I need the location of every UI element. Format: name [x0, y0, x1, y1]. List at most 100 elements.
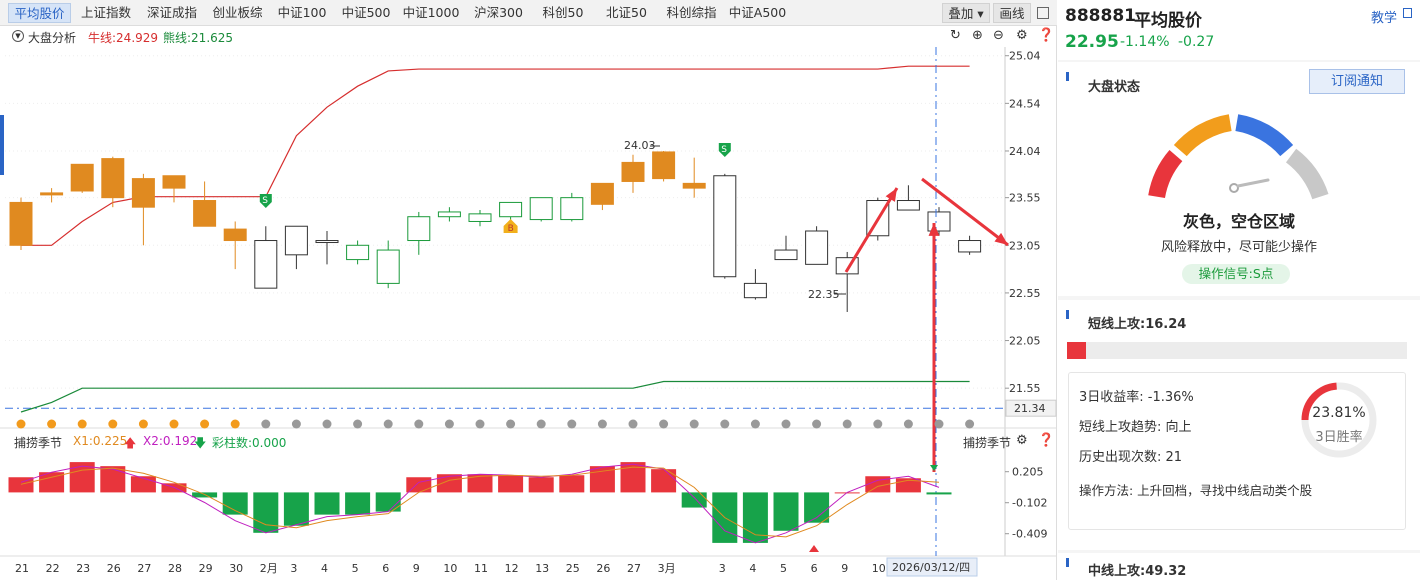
- signal-dot: [261, 419, 271, 429]
- tab-8[interactable]: 沪深300: [474, 5, 523, 20]
- market-status-card: 大盘状态 订阅通知 灰色，空仓区域 风险释放中，尽可能少操作 操作信号:S点: [1058, 62, 1420, 296]
- osc-bar: [865, 476, 891, 493]
- candle[interactable]: [774, 249, 798, 261]
- osc-tick-label: -0.102: [1012, 497, 1047, 510]
- index-tabbar: 平均股价 上证指数 深证成指 创业板综 中证100 中证500 中证1000 沪深300 科创5…: [0, 0, 1057, 26]
- osc-bar: [528, 477, 554, 493]
- candle[interactable]: [407, 216, 431, 242]
- market-gauge: [1148, 114, 1329, 200]
- candle[interactable]: [468, 213, 492, 222]
- signal-dot: [689, 419, 699, 429]
- layout-grid-icon[interactable]: [1037, 7, 1049, 19]
- overlay-button[interactable]: 叠加 ▾: [942, 3, 990, 23]
- tutorial-link[interactable]: 教学: [1371, 11, 1398, 26]
- candle[interactable]: [9, 201, 33, 246]
- candle[interactable]: [560, 197, 584, 221]
- price-tick-label: 23.55: [1009, 192, 1041, 205]
- candle[interactable]: [652, 151, 676, 180]
- candle[interactable]: [958, 240, 982, 253]
- collapse-icon[interactable]: ▼: [12, 30, 24, 42]
- tab-4[interactable]: 创业板综: [212, 5, 263, 20]
- candle[interactable]: [101, 158, 125, 199]
- candle[interactable]: [621, 161, 645, 182]
- signal-dot: [750, 419, 760, 429]
- tab-3[interactable]: 深证成指: [146, 5, 197, 20]
- osc-bar: [651, 469, 677, 493]
- sell-signal-icon: [718, 143, 731, 157]
- sub-infobar: 捕捞季节 X1:0.225 🡅 X2:0.192 🡇 彩柱数:0.000 捕捞季…: [0, 433, 1057, 450]
- osc-up-marker-icon: [809, 545, 819, 552]
- section-marker: [1066, 72, 1069, 81]
- date-tick-label: 6: [811, 562, 818, 575]
- candle[interactable]: [682, 182, 706, 189]
- help-icon[interactable]: ❓: [1038, 28, 1055, 43]
- win-rate-value: 23.81%: [1312, 405, 1366, 421]
- tab-1[interactable]: 平均股价: [8, 3, 71, 23]
- sub-settings-icon[interactable]: ⚙: [1016, 433, 1028, 448]
- candle[interactable]: [590, 182, 614, 205]
- mid-attack-title: 中线上攻:49.32: [1088, 564, 1187, 579]
- undo-icon[interactable]: ↻: [950, 28, 961, 43]
- tab-10[interactable]: 北证50: [606, 5, 647, 20]
- date-tick-label: 27: [137, 562, 151, 575]
- signal-dot: [720, 419, 730, 429]
- signal-dot: [230, 419, 240, 429]
- zoom-out-icon[interactable]: ⊖: [993, 28, 1004, 43]
- sub-help-icon[interactable]: ❓: [1038, 433, 1055, 448]
- date-tick-label: 5: [352, 562, 359, 575]
- candle[interactable]: [193, 200, 217, 227]
- date-tick-label: 26: [596, 562, 610, 575]
- tab-11[interactable]: 科创综指: [666, 5, 717, 20]
- candle[interactable]: [529, 197, 553, 221]
- price-tick-label: 24.04: [1009, 145, 1041, 158]
- low-price-label: 22.35: [808, 288, 840, 301]
- candle[interactable]: [743, 282, 767, 299]
- candle[interactable]: [499, 201, 523, 218]
- zoom-in-icon[interactable]: ⊕: [972, 28, 983, 43]
- candle[interactable]: [284, 225, 308, 256]
- date-tick-label: 9: [841, 562, 848, 575]
- color-bars-label: 彩柱数:0.000: [212, 436, 287, 450]
- candle[interactable]: [346, 244, 370, 261]
- candle[interactable]: [223, 228, 247, 242]
- tab-2[interactable]: 上证指数: [80, 5, 131, 20]
- method: 操作方法: 上升回档，寻找中线启动类个股: [1079, 483, 1313, 498]
- date-tick-label: 30: [229, 562, 243, 575]
- candle[interactable]: [896, 200, 920, 211]
- date-tick-label: 4: [321, 562, 328, 575]
- sell-signal-label: S: [721, 145, 727, 155]
- candle[interactable]: [713, 175, 737, 278]
- kline-chart[interactable]: 25.04 24.54 24.04 23.55 23.05 22.55 22.05 21.55…: [0, 0, 1057, 580]
- osc-bar: [345, 492, 371, 515]
- candle[interactable]: [162, 175, 186, 189]
- tab-5[interactable]: 中证100: [277, 5, 327, 20]
- tab-12[interactable]: 中证A500: [728, 5, 787, 20]
- side-panel: 888881 平均股价 教学 22.95 -1.14% -0.27 大盘状态 订…: [1058, 0, 1420, 580]
- subscribe-button[interactable]: 订阅通知: [1309, 69, 1405, 94]
- candle[interactable]: [254, 240, 278, 289]
- indicator-name[interactable]: 大盘分析: [28, 31, 77, 45]
- osc-x2-line: [20, 466, 940, 538]
- candle[interactable]: [927, 211, 951, 232]
- section-marker: [1066, 558, 1069, 567]
- tab-6[interactable]: 中证500: [341, 5, 391, 20]
- sell-signal-label: S: [262, 196, 268, 206]
- price-tick-label: 23.05: [1009, 239, 1041, 252]
- settings-icon[interactable]: ⚙: [1016, 28, 1028, 43]
- osc-bar: [39, 472, 65, 493]
- date-tick-label: 3: [290, 562, 297, 575]
- date-tick-label: 10: [872, 562, 886, 575]
- candle[interactable]: [315, 240, 339, 244]
- tab-9[interactable]: 科创50: [542, 5, 584, 20]
- candle[interactable]: [437, 211, 461, 218]
- expand-icon[interactable]: [1403, 8, 1412, 18]
- candle[interactable]: [70, 163, 94, 192]
- candle[interactable]: [131, 178, 155, 208]
- candle[interactable]: [805, 230, 829, 265]
- market-status-desc: 风险释放中，尽可能少操作: [1160, 240, 1317, 255]
- tab-7[interactable]: 中证1000: [402, 5, 460, 20]
- candle[interactable]: [40, 192, 64, 196]
- candle[interactable]: [376, 249, 400, 284]
- signal-dot: [597, 419, 607, 429]
- draw-line-button[interactable]: 画线: [993, 3, 1031, 23]
